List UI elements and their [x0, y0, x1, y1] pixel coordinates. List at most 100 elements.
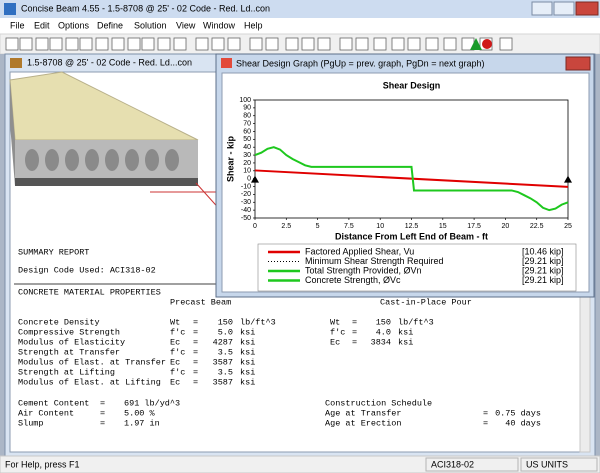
toolbar-button[interactable] — [443, 37, 457, 51]
legend-label: Total Strength Provided, ØVn — [305, 265, 422, 275]
toolbar-button[interactable] — [5, 37, 19, 51]
toolbar-button[interactable] — [157, 37, 171, 51]
y-tick-label: -40 — [241, 207, 251, 214]
toolbar-button[interactable] — [127, 37, 141, 51]
report-code: Design Code Used: ACI318-02 — [18, 265, 156, 275]
x-tick-label: 20 — [502, 223, 510, 230]
toolbar-button[interactable] — [211, 37, 225, 51]
status-code: ACI318-02 — [431, 459, 474, 469]
toolbar-button[interactable] — [35, 37, 49, 51]
toolbar-button[interactable] — [391, 37, 405, 51]
menu-item[interactable]: Edit — [34, 20, 50, 30]
toolbar-button[interactable] — [499, 37, 513, 51]
toolbar-button[interactable] — [355, 37, 369, 51]
status-units: US UNITS — [526, 459, 568, 469]
report-cell: 3587 — [213, 357, 233, 367]
status-panel — [520, 457, 598, 472]
report-cell: Ec — [170, 337, 180, 347]
minimize-button[interactable] — [531, 1, 553, 16]
report-cell: = — [483, 408, 488, 418]
toolbar-button[interactable] — [65, 37, 79, 51]
column-header: Cast-in-Place Pour — [380, 297, 472, 307]
title-bar — [0, 0, 600, 18]
report-cell: Age at Transfer — [325, 408, 402, 418]
toolbar-button[interactable] — [79, 37, 93, 51]
x-tick-label: 2.5 — [281, 223, 291, 230]
toolbar-button[interactable] — [373, 37, 387, 51]
toolbar-button[interactable] — [425, 37, 439, 51]
close-button[interactable] — [575, 1, 599, 16]
core — [45, 149, 59, 171]
toolbar-button[interactable] — [339, 37, 353, 51]
report-section: CONCRETE MATERIAL PROPERTIES — [18, 287, 161, 297]
toolbar-button[interactable] — [227, 37, 241, 51]
x-tick-label: 22.5 — [530, 223, 544, 230]
report-cell: Compressive Strength — [18, 327, 120, 337]
toolbar-button[interactable] — [173, 37, 187, 51]
toolbar-button[interactable] — [482, 39, 492, 49]
toolbar-button[interactable] — [141, 37, 155, 51]
report-cell: Ec — [330, 337, 340, 347]
menu-item[interactable]: View — [176, 20, 196, 30]
legend-value: [29.21 kip] — [522, 275, 564, 285]
app-icon — [4, 3, 16, 15]
report-cell: Modulus of Elast. at Lifting — [18, 377, 161, 387]
report-cell: Air Content — [18, 408, 74, 418]
report-cell: Modulus of Elasticity — [18, 337, 125, 347]
graph-window-title: Shear Design Graph (PgUp = prev. graph, … — [236, 58, 484, 68]
core — [125, 149, 139, 171]
report-cell: ksi — [398, 337, 413, 347]
report-cell: Ec — [170, 357, 180, 367]
toolbar-button[interactable] — [49, 37, 63, 51]
report-cell: Strength at Lifting — [18, 367, 115, 377]
menu-item[interactable]: Define — [97, 20, 123, 30]
toolbar-button[interactable] — [19, 37, 33, 51]
report-cell: 3.5 — [218, 367, 233, 377]
menu-item[interactable]: Options — [58, 20, 90, 30]
graph-icon — [221, 58, 232, 68]
report-cell: = — [193, 347, 198, 357]
y-tick-label: 90 — [243, 105, 251, 112]
report-cell: 3834 — [371, 337, 391, 347]
graph-close-button[interactable] — [565, 56, 591, 71]
x-tick-label: 7.5 — [344, 223, 354, 230]
maximize-button[interactable] — [553, 1, 575, 16]
report-cell: 5.0 — [218, 327, 233, 337]
report-cell: = — [193, 337, 198, 347]
core — [85, 149, 99, 171]
toolbar-button[interactable] — [195, 37, 209, 51]
toolbar-button[interactable] — [249, 37, 263, 51]
report-cell: Ec — [170, 377, 180, 387]
y-tick-label: 50 — [243, 136, 251, 143]
report-cell: Concrete Density — [18, 317, 100, 327]
report-cell: = — [100, 398, 105, 408]
report-cell: ksi — [240, 337, 255, 347]
toolbar-button[interactable] — [285, 37, 299, 51]
toolbar-button[interactable] — [265, 37, 279, 51]
y-tick-label: 70 — [243, 120, 251, 127]
legend-value: [29.21 kip] — [522, 265, 564, 275]
x-tick-label: 12.5 — [405, 223, 419, 230]
toolbar-button[interactable] — [407, 37, 421, 51]
menu-item[interactable]: Window — [203, 20, 236, 30]
report-cell: Slump — [18, 418, 44, 428]
toolbar-button[interactable] — [111, 37, 125, 51]
menu-item[interactable]: File — [10, 20, 25, 30]
report-cell: Wt — [330, 317, 340, 327]
menu-item[interactable]: Help — [244, 20, 263, 30]
report-cell: f'c — [330, 327, 345, 337]
series-line — [254, 169, 569, 188]
toolbar-button[interactable] — [317, 37, 331, 51]
toolbar-button[interactable] — [301, 37, 315, 51]
toolbar-button[interactable] — [470, 38, 482, 50]
support-marker — [564, 175, 572, 183]
toolbar-button[interactable] — [95, 37, 109, 51]
column-header: Precast Beam — [170, 297, 231, 307]
y-tick-label: -10 — [241, 183, 251, 190]
report-cell: = — [193, 357, 198, 367]
legend-label: Minimum Shear Strength Required — [305, 256, 444, 266]
menu-item[interactable]: Solution — [134, 20, 167, 30]
report-cell: f'c — [170, 327, 185, 337]
legend-label: Concrete Strength, ØVc — [305, 275, 401, 285]
report-cell: 40 days — [505, 418, 541, 428]
